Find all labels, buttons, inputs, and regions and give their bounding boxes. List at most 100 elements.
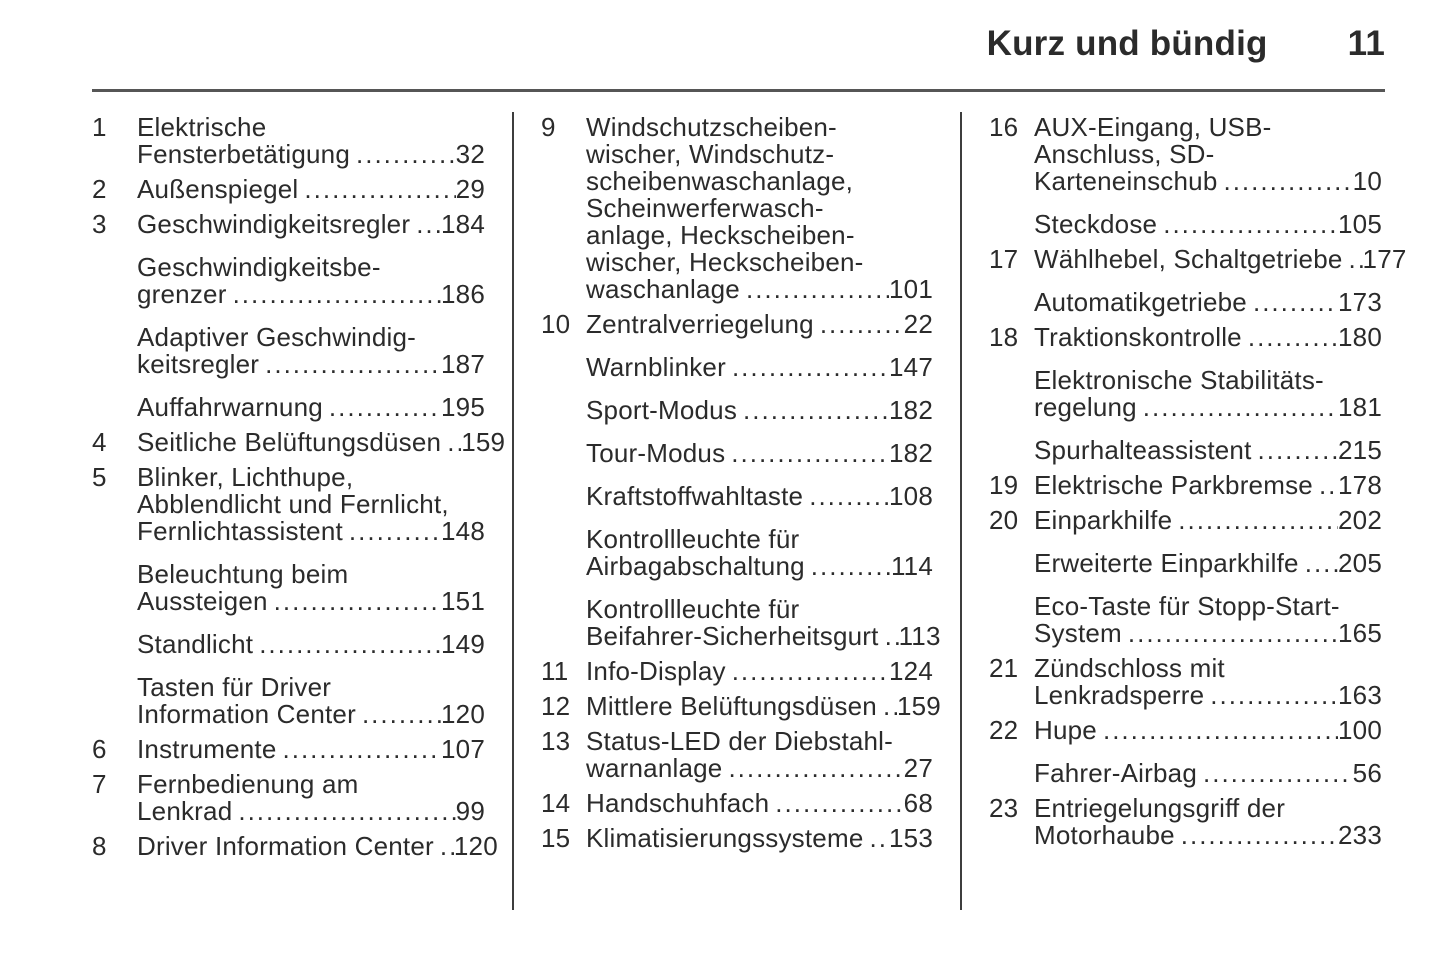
- entry-page-ref: 114: [890, 551, 933, 581]
- entry-body: Elektrische Parkbremse..................…: [1034, 472, 1382, 499]
- toc-entry: Elektronische Stabilitäts-regelung......…: [989, 367, 1382, 421]
- entry-body: Zündschloss mit Lenkradsperre............…: [1034, 655, 1382, 709]
- entry-last-line: Lenkradsperre...........................…: [1034, 682, 1382, 709]
- entry-page-ref: 113: [898, 621, 941, 651]
- entry-number: 5: [92, 462, 107, 492]
- dot-leader: ........................................…: [819, 311, 904, 338]
- entry-page-ref: 195: [441, 392, 485, 422]
- toc-entry: 23 Entriegelungsgriff der Motorhaube......…: [989, 795, 1382, 849]
- entry-page-ref: 233: [1338, 820, 1382, 850]
- entry-body: Tasten für Driver Information Center.....…: [137, 674, 485, 728]
- dot-leader: ........................................…: [1203, 760, 1353, 787]
- toc-entry: 10 Zentralverriegelung...................…: [541, 311, 933, 338]
- entry-number: [541, 526, 586, 580]
- entry-last-line: Elektrische Parkbremse..................…: [1034, 472, 1382, 499]
- entry-label-line: Elektrische Parkbremse: [1034, 470, 1313, 500]
- toc-entry: Eco-Taste für Stopp-Start- System........…: [989, 593, 1382, 647]
- entry-label-line: Kontrollleuchte für: [586, 524, 800, 554]
- entry-body: Hupe....................................…: [1034, 717, 1382, 744]
- entry-page-ref: 32: [455, 139, 485, 169]
- entry-label-line: Standlicht: [137, 629, 254, 659]
- entry-label-line: Airbagabschaltung: [586, 551, 805, 581]
- entry-body: Traktionskontrolle......................…: [1034, 324, 1382, 351]
- entry-last-line: Hupe....................................…: [1034, 717, 1382, 744]
- entry-number: [989, 760, 1034, 787]
- entry-label-line: Blinker, Lichthupe,: [137, 462, 354, 492]
- entry-label-line: warnanlage: [586, 753, 723, 783]
- entry-body: Status-LED der Diebstahl-warnanlage.....…: [586, 728, 933, 782]
- dot-leader: ........................................…: [282, 736, 442, 763]
- entry-page-ref: 187: [441, 349, 485, 379]
- entry-label-line: keitsregler: [137, 349, 260, 379]
- entry-page-ref: 159: [896, 691, 941, 721]
- entry-last-line: grenzer.................................…: [137, 281, 485, 308]
- dot-leader: ........................................…: [348, 518, 442, 545]
- entry-page-ref: 202: [1338, 505, 1382, 535]
- entry-number: [92, 254, 137, 308]
- toc-entry: 12 Mittlere Belüftungsdüsen..............…: [541, 693, 941, 720]
- entry-label-line: Information Center: [137, 699, 356, 729]
- entry-body: Standlicht..............................…: [137, 631, 485, 658]
- entry-page-ref: 205: [1338, 548, 1382, 578]
- entry-label-line: regelung: [1034, 392, 1137, 422]
- entry-last-line: System..................................…: [1034, 620, 1382, 647]
- entry-number: [989, 289, 1034, 316]
- dot-leader: ........................................…: [1180, 822, 1338, 849]
- entry-last-line: Sport-Modus.............................…: [586, 397, 933, 424]
- dot-leader: ........................................…: [809, 483, 889, 510]
- entry-body: Mittlere Belüftungsdüsen................…: [586, 693, 941, 720]
- entry-label-line: Info-Display: [586, 656, 726, 686]
- entry-last-line: Warnblinker.............................…: [586, 354, 933, 381]
- dot-leader: ........................................…: [447, 429, 461, 456]
- header-rule: [92, 89, 1385, 92]
- entry-number: 16: [989, 112, 1019, 142]
- toc-entry: Kontrollleuchte für Airbagabschaltung....…: [541, 526, 933, 580]
- entry-page-ref: 165: [1338, 618, 1382, 648]
- entry-body: Seitliche Belüftungsdüsen...............…: [137, 429, 505, 456]
- entry-label-line: waschanlage: [586, 274, 740, 304]
- entry-last-line: waschanlage.............................…: [586, 276, 933, 303]
- entry-number: 7: [92, 769, 107, 799]
- entry-page-ref: 159: [461, 427, 506, 457]
- dot-leader: ........................................…: [1318, 472, 1338, 499]
- entry-body: Info-Display............................…: [586, 658, 933, 685]
- entry-number: 19: [989, 470, 1019, 500]
- entry-label-line: Spurhalteassistent: [1034, 435, 1252, 465]
- entry-number: [989, 211, 1034, 238]
- dot-leader: ........................................…: [259, 631, 441, 658]
- page-number: 11: [1347, 24, 1385, 63]
- dot-leader: ........................................…: [304, 176, 455, 203]
- toc-entry: 21 Zündschloss mit Lenkradsperre..........…: [989, 655, 1382, 709]
- dot-leader: ........................................…: [356, 141, 456, 168]
- entry-body: Instrumente.............................…: [137, 736, 485, 763]
- entry-last-line: Wählhebel, Schaltgetriebe...............…: [1034, 246, 1406, 273]
- entry-label-line: anlage, Heckscheiben-: [586, 220, 855, 250]
- toc-entry: 4 Seitliche Belüftungsdüsen..............…: [92, 429, 505, 456]
- entry-last-line: Beifahrer-Sicherheitsgurt...............…: [586, 621, 940, 651]
- entry-page-ref: 100: [1338, 715, 1382, 745]
- dot-leader: ........................................…: [745, 276, 890, 303]
- entry-number: 13: [541, 726, 571, 756]
- entry-label-line: Sport-Modus: [586, 395, 738, 425]
- entry-label-line: Beifahrer-Sicherheitsgurt: [586, 621, 879, 651]
- entry-last-line: Traktionskontrolle......................…: [1034, 324, 1382, 351]
- entry-page-ref: 147: [889, 352, 933, 382]
- dot-leader: ........................................…: [439, 833, 454, 860]
- toc-entry: 6 Instrumente............................…: [92, 736, 485, 763]
- entry-number: 23: [989, 793, 1019, 823]
- dot-leader: ........................................…: [884, 623, 899, 650]
- entry-last-line: Zentralverriegelung.....................…: [586, 311, 933, 338]
- entry-last-line: keitsregler.............................…: [137, 351, 485, 378]
- toc-entry: Tour-Modus..............................…: [541, 440, 933, 467]
- entry-label-line: Warnblinker: [586, 352, 726, 382]
- entry-label-line: Handschuhfach: [586, 788, 770, 818]
- entry-last-line: Driver Information Center...............…: [137, 833, 498, 860]
- dot-leader: ........................................…: [1178, 507, 1338, 534]
- entry-last-line: warnanlage..............................…: [586, 755, 933, 782]
- dot-leader: ........................................…: [328, 394, 441, 421]
- toc-entry: Geschwindigkeitsbe-grenzer..............…: [92, 254, 485, 308]
- toc-columns: 1 Elektrische Fensterbetätigung...........…: [92, 112, 1406, 910]
- entry-label-line: Steckdose: [1034, 209, 1158, 239]
- entry-page-ref: 120: [441, 699, 485, 729]
- entry-label-line: Fernlichtassistent: [137, 516, 343, 546]
